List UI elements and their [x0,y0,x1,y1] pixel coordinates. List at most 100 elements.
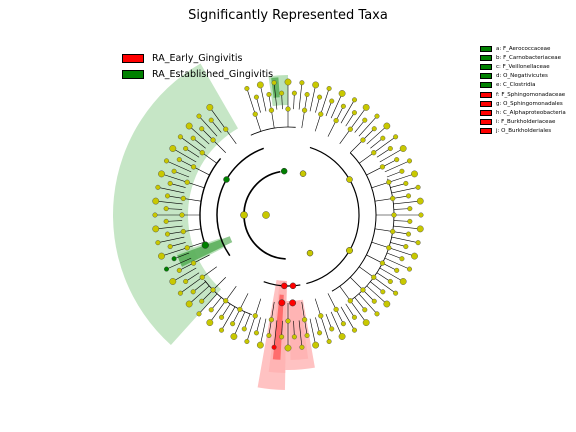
taxa-key-swatch [480,82,492,89]
leaf-node [208,117,214,123]
mid-node [301,317,308,323]
clade-branch [345,303,355,318]
leaf-node [415,184,421,190]
clade-branch [309,318,316,346]
taxa-key-item: i: F_Burkholderiaceae [480,118,566,127]
ring-arc-firmicutes [216,147,264,257]
leaf-node [241,326,247,332]
leaf-node [383,300,391,308]
leaf-node [351,110,357,116]
leaf-node [299,344,305,350]
clade-branch [386,170,403,178]
leaf-node [230,333,238,340]
clade-branch [339,286,367,323]
taxa-key-item: a: F_Aerococcaceae [480,44,566,53]
taxa-key-swatch [480,119,492,126]
leaf-node [312,341,320,349]
mid-node [371,274,377,280]
leaf-node [271,80,277,86]
leaf-node [171,256,177,262]
leaf-node [407,218,413,224]
internal-node [240,211,248,219]
clade-branch [354,119,366,133]
clade-branch [340,99,355,124]
legend-label-established: RA_Established_Gingivitis [152,68,274,80]
mid-node [223,126,229,132]
clade-branch [198,115,218,137]
leaf-node [206,319,214,326]
leaf-node [199,298,205,304]
leaf-node [340,321,346,327]
leaf-node [371,298,377,304]
mid-node [285,318,291,324]
taxa-key-legend: a: F_Aerococcaceae b: F_Carnobacteriaceae… [480,44,566,136]
leaf-node [256,81,264,89]
leaf-node [405,231,411,237]
clade-branch [393,200,421,205]
highlight-sector-i [289,300,309,360]
leaf-node [291,334,297,340]
mid-node [210,287,216,293]
leaf-node [196,311,202,317]
clade-branch [281,93,283,110]
mid-node [379,260,386,266]
leaf-node [152,212,158,218]
taxa-key-swatch [480,73,492,80]
leaf-node [362,307,368,313]
leaf-node [244,338,250,344]
clade-branch [358,115,378,137]
leaf-node [165,231,171,237]
leaf-node [271,344,277,350]
clade-branch [173,170,190,178]
clade-branch [366,125,388,145]
legend-item-established: RA_Established_Gingivitis [122,66,273,82]
leaf-node [279,90,285,96]
clade-branch [256,317,261,333]
clade-branch [209,286,237,323]
clade-branch [379,148,404,163]
clade-branch [345,112,355,127]
leaf-node [380,135,386,141]
clade-branch [370,281,384,293]
leaf-node [312,81,320,89]
leaf-node [399,256,405,262]
clade-branch [209,107,237,144]
clade-branch [166,208,183,210]
leaf-node [253,94,259,100]
leaf-node [338,90,346,97]
leaf-node [163,218,169,224]
leaf-node [407,266,413,272]
taxa-key-swatch [480,54,492,61]
taxa-key-swatch [480,109,492,116]
taxa-key-swatch [480,128,492,135]
mid-node [386,179,392,185]
mid-node [268,107,275,113]
leaf-node [152,197,160,205]
leaf-node [299,80,305,86]
clade-branch [370,137,384,149]
leaf-node [176,157,182,163]
mid-node [386,245,392,251]
leaf-node [317,94,323,100]
leaf-node [152,225,160,233]
taxa-key-swatch [480,100,492,107]
clade-branch [198,293,218,315]
clade-branch [393,208,410,210]
leaf-node [403,180,409,186]
clade-branch [170,242,186,247]
leaf-node [176,267,182,273]
leaf-node [190,289,196,295]
taxa-key-item: e: C_Clostridia [480,81,566,90]
clade-branch [293,93,295,110]
leaf-node [387,146,393,152]
mid-node [190,164,197,170]
clade-branch [180,136,217,164]
clade-branch [260,84,267,112]
taxa-key-item: c: F_Veillonellaceae [480,62,566,71]
leaf-node [326,86,332,92]
clade-branch [166,257,192,270]
leaf-node [171,168,177,174]
taxa-key-label: h: C_Alphaproteobacteria [496,109,566,116]
leaf-node [352,327,358,333]
